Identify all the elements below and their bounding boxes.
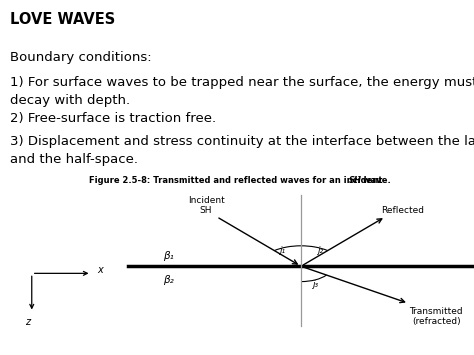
Text: 2) Free-surface is traction free.: 2) Free-surface is traction free. xyxy=(10,112,217,125)
Text: β₁: β₁ xyxy=(163,251,173,261)
Text: x: x xyxy=(98,265,103,275)
Text: Incident
SH: Incident SH xyxy=(188,196,225,215)
Text: Reflected: Reflected xyxy=(381,206,424,215)
Text: 1) For surface waves to be trapped near the surface, the energy must: 1) For surface waves to be trapped near … xyxy=(10,76,474,89)
Text: j₃: j₃ xyxy=(312,280,318,289)
Text: wave.: wave. xyxy=(360,176,391,185)
Text: and the half-space.: and the half-space. xyxy=(10,153,138,166)
Text: SH: SH xyxy=(348,176,361,185)
Text: Figure 2.5-8: Transmitted and reflected waves for an incident: Figure 2.5-8: Transmitted and reflected … xyxy=(89,176,385,185)
Text: z: z xyxy=(25,317,30,327)
Text: LOVE WAVES: LOVE WAVES xyxy=(10,12,116,27)
Text: 3) Displacement and stress continuity at the interface between the layer: 3) Displacement and stress continuity at… xyxy=(10,135,474,148)
Text: j₂: j₂ xyxy=(317,246,323,255)
Text: Transmitted
(refracted): Transmitted (refracted) xyxy=(410,307,463,326)
Text: j₁: j₁ xyxy=(279,246,285,255)
Text: Boundary conditions:: Boundary conditions: xyxy=(10,51,152,65)
Text: decay with depth.: decay with depth. xyxy=(10,94,130,107)
Text: β₂: β₂ xyxy=(163,275,173,285)
